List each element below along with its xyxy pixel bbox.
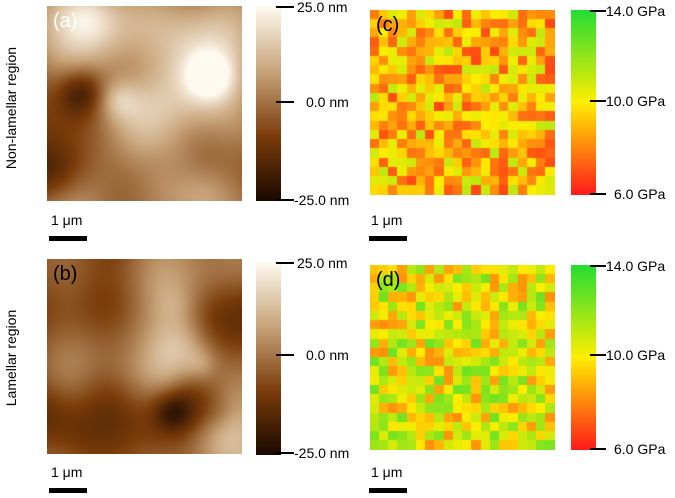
colorbar-tick-mid bbox=[590, 354, 606, 356]
panel-label-d: (d) bbox=[376, 269, 401, 291]
colorbar-tick-min bbox=[276, 199, 294, 201]
topography-panel-b: (b) bbox=[47, 259, 242, 454]
height-mid-label: 0.0 nm bbox=[306, 94, 349, 110]
scale-bar-a bbox=[49, 236, 87, 241]
colorbar-tick-max bbox=[276, 262, 294, 264]
colorbar-tick-min bbox=[276, 452, 294, 454]
scale-label-b: 1 μm bbox=[51, 464, 83, 480]
topography-panel-a: (a) bbox=[47, 6, 242, 201]
scale-label-d: 1 μm bbox=[371, 464, 403, 480]
row-label-lamellar: Lamellar region bbox=[3, 309, 19, 407]
panel-label-c: (c) bbox=[376, 14, 400, 36]
colorbar-tick-mid bbox=[590, 100, 606, 102]
height-max-label: 25.0 nm bbox=[297, 255, 348, 271]
colorbar-tick-min bbox=[590, 448, 606, 450]
row-label-non-lamellar: Non-lamellar region bbox=[3, 46, 19, 170]
modulus-max-label: 14.0 GPa bbox=[606, 3, 666, 19]
modulus-min-label: 6.0 GPa bbox=[614, 441, 666, 457]
height-mid-label: 0.0 nm bbox=[306, 347, 349, 363]
topography-map-a bbox=[47, 6, 242, 201]
modulus-panel-c: (c) bbox=[370, 10, 555, 195]
height-min-label: -25.0 nm bbox=[294, 445, 350, 461]
colorbar-tick-max bbox=[276, 6, 294, 8]
scale-bar-b bbox=[49, 488, 87, 493]
colorbar-tick-mid bbox=[276, 101, 294, 103]
modulus-mid-label: 10.0 GPa bbox=[606, 93, 666, 109]
height-min-label: -25.0 nm bbox=[294, 192, 350, 208]
modulus-min-label: 6.0 GPa bbox=[614, 186, 666, 202]
modulus-map-c bbox=[370, 10, 555, 195]
panel-label-b: (b) bbox=[53, 263, 78, 285]
topography-map-b bbox=[47, 259, 242, 454]
modulus-colorbar-top bbox=[571, 10, 596, 195]
scale-bar-c bbox=[369, 236, 407, 241]
scale-label-c: 1 μm bbox=[371, 212, 403, 228]
scale-bar-d bbox=[369, 488, 407, 493]
colorbar-tick-max bbox=[590, 10, 606, 12]
colorbar-tick-max bbox=[590, 265, 606, 267]
colorbar-tick-mid bbox=[276, 354, 294, 356]
panel-label-a: (a) bbox=[53, 10, 78, 32]
scale-label-a: 1 μm bbox=[51, 212, 83, 228]
height-colorbar-top bbox=[256, 6, 281, 201]
modulus-mid-label: 10.0 GPa bbox=[606, 347, 666, 363]
height-max-label: 25.0 nm bbox=[297, 0, 348, 15]
modulus-panel-d: (d) bbox=[370, 265, 555, 450]
modulus-max-label: 14.0 GPa bbox=[606, 258, 666, 274]
colorbar-tick-min bbox=[590, 193, 606, 195]
modulus-map-d bbox=[370, 265, 555, 450]
height-colorbar-bottom bbox=[256, 262, 281, 455]
modulus-colorbar-bottom bbox=[571, 265, 596, 450]
